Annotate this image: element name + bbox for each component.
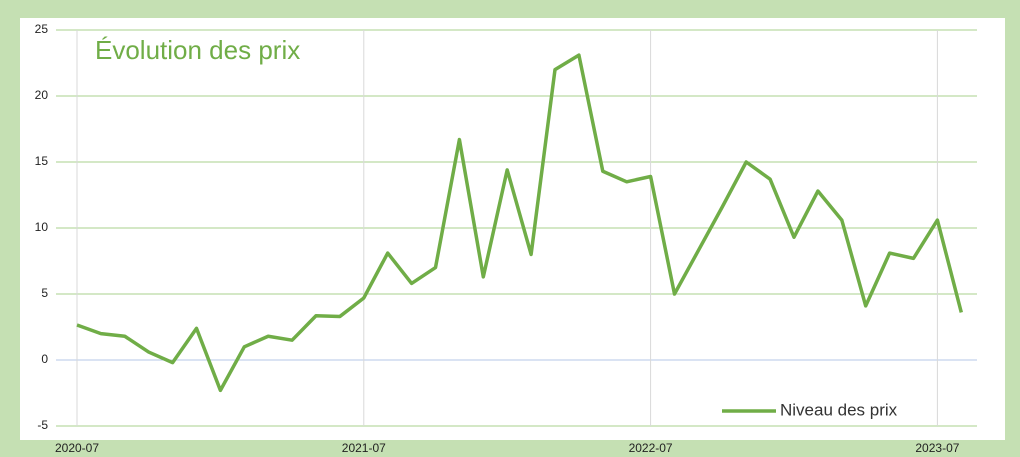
- chart-title: Évolution des prix: [95, 35, 300, 65]
- y-tick-label: 20: [35, 88, 49, 102]
- y-tick-label: 10: [35, 220, 49, 234]
- y-tick-label: -5: [37, 418, 48, 432]
- series-line: [76, 53, 963, 393]
- y-tick-label: 0: [41, 352, 48, 366]
- x-tick-label: 2023-07: [915, 441, 959, 455]
- plot-background: [20, 18, 1005, 440]
- x-tick-label: 2021-07: [342, 441, 386, 455]
- y-tick-label: 25: [35, 22, 49, 36]
- y-tick-label: 5: [41, 286, 48, 300]
- x-tick-label: 2022-07: [629, 441, 673, 455]
- legend-label: Niveau des prix: [780, 400, 898, 419]
- x-tick-label: 2020-07: [55, 441, 99, 455]
- y-tick-label: 15: [35, 154, 49, 168]
